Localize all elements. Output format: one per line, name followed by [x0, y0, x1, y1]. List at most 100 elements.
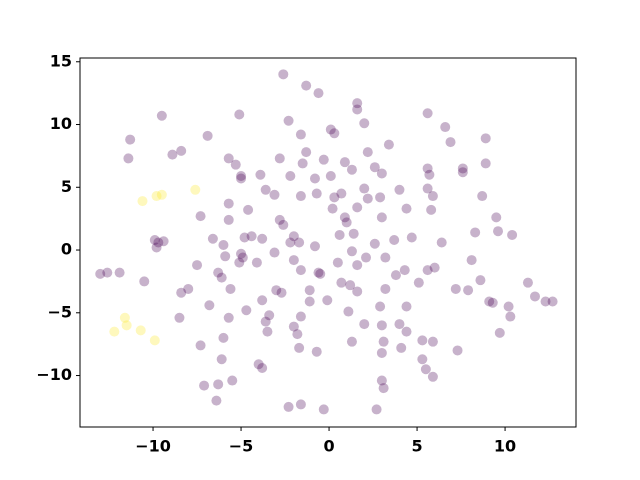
scatter-point [380, 283, 391, 294]
scatter-point [375, 301, 386, 312]
scatter-point [295, 129, 306, 140]
scatter-point [436, 237, 447, 248]
scatter-point [329, 128, 340, 139]
scatter-point [426, 204, 437, 215]
scatter-point [491, 212, 502, 223]
scatter-point [227, 375, 238, 386]
scatter-point [216, 354, 227, 365]
scatter-point [216, 272, 227, 283]
scatter-point [139, 276, 150, 287]
scatter-point [457, 167, 468, 178]
scatter-point [304, 285, 315, 296]
y-tick-label: −10 [36, 365, 72, 384]
scatter-point [427, 191, 438, 202]
x-tick-label: 10 [494, 437, 516, 456]
scatter-point [295, 265, 306, 276]
scatter-point [151, 242, 162, 253]
scatter-point [376, 320, 387, 331]
scatter-point [341, 217, 352, 228]
y-tick-label: 0 [61, 240, 72, 259]
scatter-point [121, 320, 132, 331]
scatter-point [325, 124, 336, 135]
scatter-point [158, 236, 169, 247]
scatter-point [470, 227, 481, 238]
scatter-point [417, 354, 428, 365]
y-tick-label: 5 [61, 177, 72, 196]
scatter-point [304, 296, 315, 307]
scatter-point [429, 262, 440, 273]
scatter-point [135, 325, 146, 336]
scatter-point [223, 214, 234, 225]
scatter-point [422, 163, 433, 174]
scatter-point [376, 168, 387, 179]
scatter-point [359, 319, 370, 330]
scatter-point [239, 232, 250, 243]
scatter-point [493, 226, 504, 237]
scatter-point [285, 237, 296, 248]
x-tick-label: −10 [135, 437, 171, 456]
scatter-point [213, 267, 224, 278]
scatter-point [257, 295, 268, 306]
scatter-point [346, 246, 357, 257]
y-tick-label: 15 [50, 51, 72, 70]
scatter-point [195, 211, 206, 222]
scatter-point [311, 346, 322, 357]
scatter-point [211, 395, 222, 406]
scatter-point [424, 169, 435, 180]
scatter-point [153, 237, 164, 248]
scatter-point [361, 252, 372, 263]
scatter-point [359, 118, 370, 129]
scatter-point [311, 188, 322, 199]
scatter-point [336, 188, 347, 199]
scatter-point [294, 342, 305, 353]
scatter-point [547, 296, 558, 307]
scatter-point [339, 157, 350, 168]
scatter-point [264, 310, 275, 321]
scatter-point [218, 240, 229, 251]
scatter-point [102, 267, 113, 278]
scatter-point [348, 228, 359, 239]
scatter-point [301, 80, 312, 91]
scatter-point [297, 158, 308, 169]
scatter-point [207, 233, 218, 244]
scatter-point [288, 255, 299, 266]
scatter-point [236, 173, 247, 184]
scatter-point [301, 147, 312, 158]
scatter-point [123, 153, 134, 164]
scatter-point [325, 170, 336, 181]
scatter-point [332, 257, 343, 268]
x-tick-label: 5 [411, 437, 422, 456]
scatter-point [292, 329, 303, 340]
scatter-point [223, 312, 234, 323]
scatter-point [230, 159, 241, 170]
scatter-point [195, 340, 206, 351]
scatter-point [223, 153, 234, 164]
scatter-point [401, 203, 412, 214]
scatter-point [204, 300, 215, 311]
plot-frame [79, 57, 577, 428]
scatter-point [283, 401, 294, 412]
scatter-point [475, 275, 486, 286]
scatter-point [378, 336, 389, 347]
scatter-point [352, 98, 363, 109]
scatter-point [174, 312, 185, 323]
scatter-point [278, 69, 289, 80]
scatter-point [278, 219, 289, 230]
scatter-point [114, 267, 125, 278]
scatter-point [269, 189, 280, 200]
scatter-point [236, 248, 247, 259]
x-tick-label: −5 [229, 437, 254, 456]
scatter-point [295, 399, 306, 410]
scatter-point [463, 285, 474, 296]
scatter-point [399, 265, 410, 276]
scatter-point [427, 336, 438, 347]
scatter-point [243, 204, 254, 215]
scatter-point [362, 147, 373, 158]
scatter-point [218, 332, 229, 343]
scatter-point [369, 238, 380, 249]
scatter-point [375, 192, 386, 203]
scatter-point [257, 233, 268, 244]
scatter-point [334, 229, 345, 240]
scatter-point [237, 252, 248, 263]
